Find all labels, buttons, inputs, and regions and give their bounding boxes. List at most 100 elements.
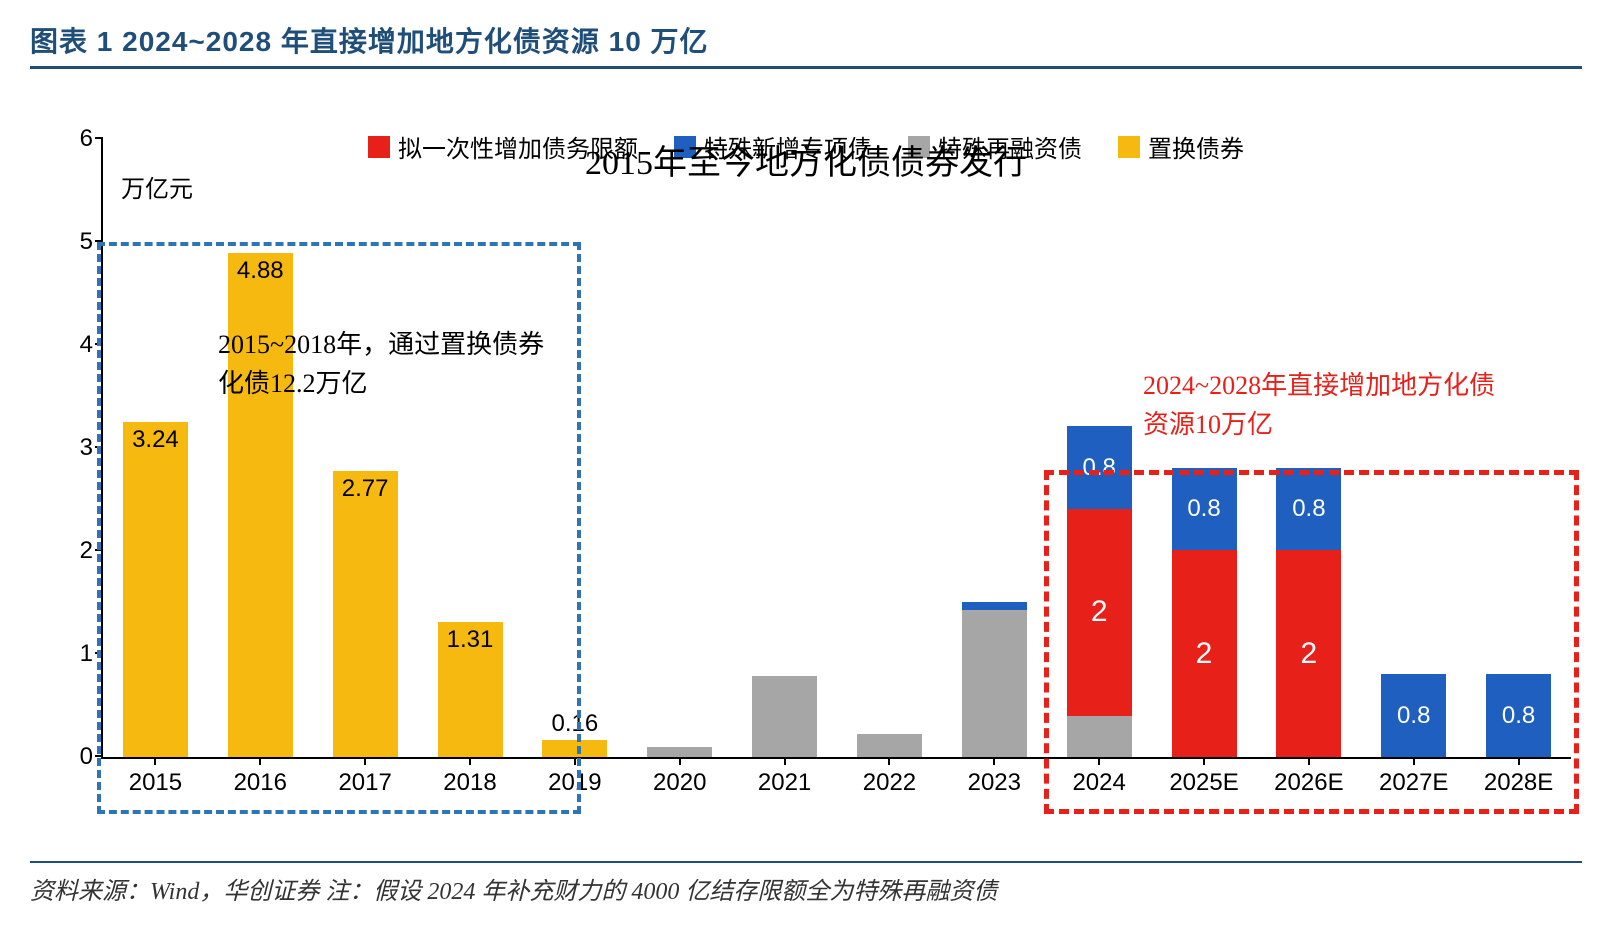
bar-value-label: 0.8: [1187, 495, 1220, 523]
bar-stack: 0.8: [1381, 674, 1446, 757]
bar-value-label: 0.8: [1082, 454, 1115, 482]
bar-segment-special_refin: [647, 747, 712, 757]
bar-slot: 2025E20.8: [1152, 139, 1257, 757]
bar-segment-placeholder_increase: 2: [1276, 550, 1341, 757]
bar-segment-replacement: 1.31: [438, 622, 503, 757]
bar-slot: 20190.16: [522, 139, 627, 757]
bar-slot: 20153.24: [103, 139, 208, 757]
bar-stack: 20.8: [1276, 468, 1341, 757]
bar-segment-placeholder_increase: 2: [1067, 509, 1132, 716]
y-tick-label: 1: [63, 640, 93, 668]
x-tick-label: 2025E: [1169, 769, 1238, 797]
y-tick-mark: [95, 240, 103, 242]
bar-slot: 2020: [627, 139, 732, 757]
x-tick-mark: [1098, 757, 1100, 765]
bar-value-label: 0.8: [1292, 495, 1325, 523]
bar-value-label: 0.16: [542, 710, 607, 738]
bar-slot: 2021: [732, 139, 837, 757]
bar-stack: 20.8: [1172, 468, 1237, 757]
chart-container: 2015年至今地方化债债券发行 万亿元 20153.2420164.882017…: [31, 129, 1581, 849]
bar-value-label: 2: [1091, 595, 1108, 629]
bottom-rule: [30, 861, 1582, 863]
bar-value-label: 2.77: [333, 475, 398, 503]
x-tick-mark: [1308, 757, 1310, 765]
bar-stack: 20.8: [1067, 426, 1132, 757]
bar-stack: 3.24: [123, 422, 188, 757]
x-tick-mark: [1518, 757, 1520, 765]
x-tick-label: 2018: [443, 769, 496, 797]
x-tick-label: 2015: [129, 769, 182, 797]
x-tick-label: 2027E: [1379, 769, 1448, 797]
bar-value-label: 0.8: [1502, 702, 1535, 730]
y-tick-label: 4: [63, 331, 93, 359]
bar-slot: 2028E0.8: [1466, 139, 1571, 757]
bar-stack: 0.8: [1486, 674, 1551, 757]
bar-segment-replacement: 3.24: [123, 422, 188, 757]
bar-segment-special_refin: [752, 676, 817, 757]
bar-segment-special_new: 0.8: [1067, 426, 1132, 509]
bar-stack: [857, 734, 922, 757]
bar-slot: 2023: [942, 139, 1047, 757]
bar-segment-replacement: 2.77: [333, 471, 398, 757]
x-tick-label: 2028E: [1484, 769, 1553, 797]
bar-value-label: 2: [1196, 637, 1213, 671]
x-tick-label: 2024: [1072, 769, 1125, 797]
x-tick-label: 2022: [863, 769, 916, 797]
bar-segment-special_new: 0.8: [1172, 468, 1237, 551]
bar-slot: 20181.31: [418, 139, 523, 757]
bar-value-label: 0.8: [1397, 702, 1430, 730]
y-tick-label: 2: [63, 537, 93, 565]
bar-stack: 2.77: [333, 471, 398, 757]
title-rule: [30, 66, 1582, 69]
bars-container: 20153.2420164.8820172.7720181.3120190.16…: [103, 139, 1571, 757]
x-tick-mark: [574, 757, 576, 765]
bar-slot: 2022: [837, 139, 942, 757]
bar-value-label: 3.24: [123, 426, 188, 454]
bar-segment-special_new: 0.8: [1381, 674, 1446, 757]
bar-stack: [647, 747, 712, 757]
x-tick-mark: [888, 757, 890, 765]
plot-area: 20153.2420164.8820172.7720181.3120190.16…: [101, 139, 1571, 759]
y-tick-label: 3: [63, 434, 93, 462]
x-tick-mark: [679, 757, 681, 765]
x-tick-label: 2017: [338, 769, 391, 797]
bar-segment-placeholder_increase: 2: [1172, 550, 1237, 757]
y-tick-mark: [95, 137, 103, 139]
x-tick-mark: [469, 757, 471, 765]
x-tick-label: 2020: [653, 769, 706, 797]
bar-segment-special_refin: [857, 734, 922, 757]
x-tick-label: 2023: [968, 769, 1021, 797]
x-tick-mark: [259, 757, 261, 765]
y-tick-mark: [95, 652, 103, 654]
bar-segment-special_new: 0.8: [1486, 674, 1551, 757]
y-tick-mark: [95, 343, 103, 345]
bar-value-label: 4.88: [228, 257, 293, 285]
bar-stack: [752, 676, 817, 757]
bar-stack: 1.31: [438, 622, 503, 757]
y-tick-label: 0: [63, 743, 93, 771]
bar-slot: 20164.88: [208, 139, 313, 757]
bar-segment-replacement: 0.16: [542, 740, 607, 757]
bar-segment-special_new: 0.8: [1276, 468, 1341, 551]
x-tick-label: 2016: [234, 769, 287, 797]
x-tick-mark: [993, 757, 995, 765]
x-tick-mark: [1203, 757, 1205, 765]
figure-title: 图表 1 2024~2028 年直接增加地方化债资源 10 万亿: [30, 20, 1582, 60]
x-tick-mark: [1413, 757, 1415, 765]
bar-segment-special_new: [962, 602, 1027, 610]
bar-segment-special_refin: [962, 610, 1027, 757]
y-tick-label: 6: [63, 125, 93, 153]
x-tick-mark: [364, 757, 366, 765]
bar-stack: [962, 602, 1027, 757]
bar-slot: 20172.77: [313, 139, 418, 757]
x-tick-mark: [784, 757, 786, 765]
y-tick-mark: [95, 755, 103, 757]
y-tick-label: 5: [63, 228, 93, 256]
annotation-text-red: 2024~2028年直接增加地方化债资源10万亿: [1143, 366, 1503, 444]
bar-slot: 2027E0.8: [1361, 139, 1466, 757]
y-tick-mark: [95, 549, 103, 551]
bar-value-label: 1.31: [438, 626, 503, 654]
bar-value-label: 2: [1301, 637, 1318, 671]
bar-slot: 202420.8: [1047, 139, 1152, 757]
x-tick-label: 2021: [758, 769, 811, 797]
